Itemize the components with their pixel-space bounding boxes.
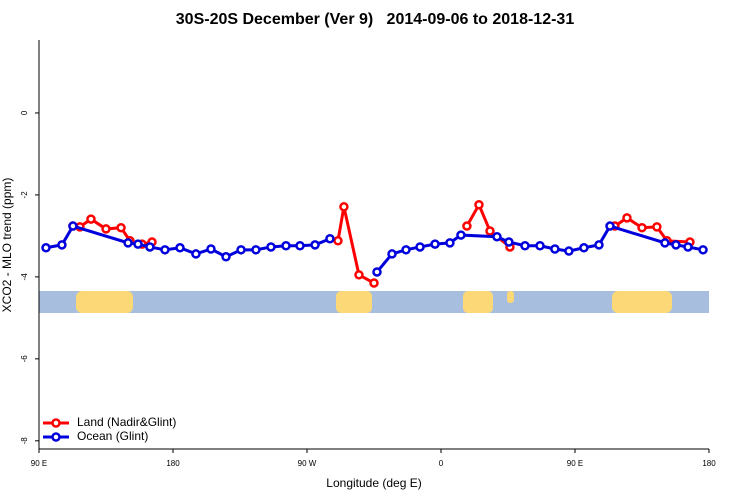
legend-marker [51, 432, 61, 442]
point [415, 242, 425, 252]
y-tick-label: -2 [20, 191, 29, 199]
point [251, 245, 261, 255]
y-tick-label: -6 [20, 355, 29, 363]
point [295, 240, 305, 251]
point [206, 244, 216, 254]
point [133, 239, 143, 249]
point [504, 237, 514, 247]
point [236, 245, 246, 255]
point [41, 243, 51, 253]
ocean-band [39, 291, 709, 313]
point [698, 245, 708, 255]
point [652, 222, 662, 232]
point [474, 199, 484, 210]
point [116, 222, 126, 233]
point [637, 222, 647, 233]
point [485, 226, 495, 236]
legend-marker [51, 418, 61, 428]
point [369, 278, 379, 288]
point [68, 221, 78, 231]
y-tick-label: 0 [20, 110, 29, 115]
point [660, 238, 670, 248]
point [605, 221, 615, 231]
land-shape [76, 291, 133, 313]
legend-label: Ocean (Glint) [77, 429, 148, 443]
point [333, 236, 343, 246]
legend-label: Land (Nadir&Glint) [77, 415, 176, 429]
x-axis-label: Longitude (deg E) [326, 476, 421, 490]
point [671, 240, 681, 250]
point [221, 252, 231, 262]
x-tick-label: 90 E [31, 459, 47, 468]
y-tick-label: -8 [20, 437, 29, 445]
point [145, 242, 155, 252]
chart-title: 30S-20S December (Ver 9) 2014-09-06 to 2… [176, 11, 575, 28]
point [492, 231, 502, 242]
point [57, 240, 67, 250]
point [445, 238, 455, 248]
point [191, 249, 201, 259]
land-shape [463, 291, 493, 313]
point [564, 246, 574, 256]
point [101, 224, 111, 234]
point [579, 243, 589, 253]
point [339, 202, 349, 212]
point [683, 242, 693, 252]
point [325, 234, 335, 244]
point [266, 242, 276, 252]
land-mask [39, 291, 709, 313]
y-tick-label: -4 [20, 273, 29, 281]
land-shape [507, 291, 514, 303]
point [310, 240, 320, 250]
point [86, 214, 96, 224]
point [622, 213, 632, 223]
point [430, 239, 440, 249]
x-tick-label: 0 [439, 459, 444, 468]
point [520, 240, 530, 251]
point [372, 267, 382, 277]
x-tick-label: 180 [166, 459, 180, 468]
y-axis-label: XCO2 - MLO trend (ppm) [0, 178, 14, 313]
series-line [45, 224, 704, 273]
point [354, 270, 364, 280]
point [175, 243, 185, 253]
point [594, 240, 604, 250]
point [387, 249, 397, 259]
point [123, 238, 133, 248]
x-tick-label: 180 [702, 459, 716, 468]
x-tick-label: 90 E [567, 459, 583, 468]
point [462, 221, 472, 231]
point [456, 230, 466, 240]
land-shape [612, 291, 672, 313]
point [401, 245, 411, 255]
point [160, 245, 170, 255]
point [281, 240, 291, 251]
point [550, 244, 560, 254]
land-shape [336, 291, 372, 313]
x-tick-label: 90 W [298, 459, 317, 468]
series-line [72, 201, 691, 285]
point [535, 240, 545, 251]
